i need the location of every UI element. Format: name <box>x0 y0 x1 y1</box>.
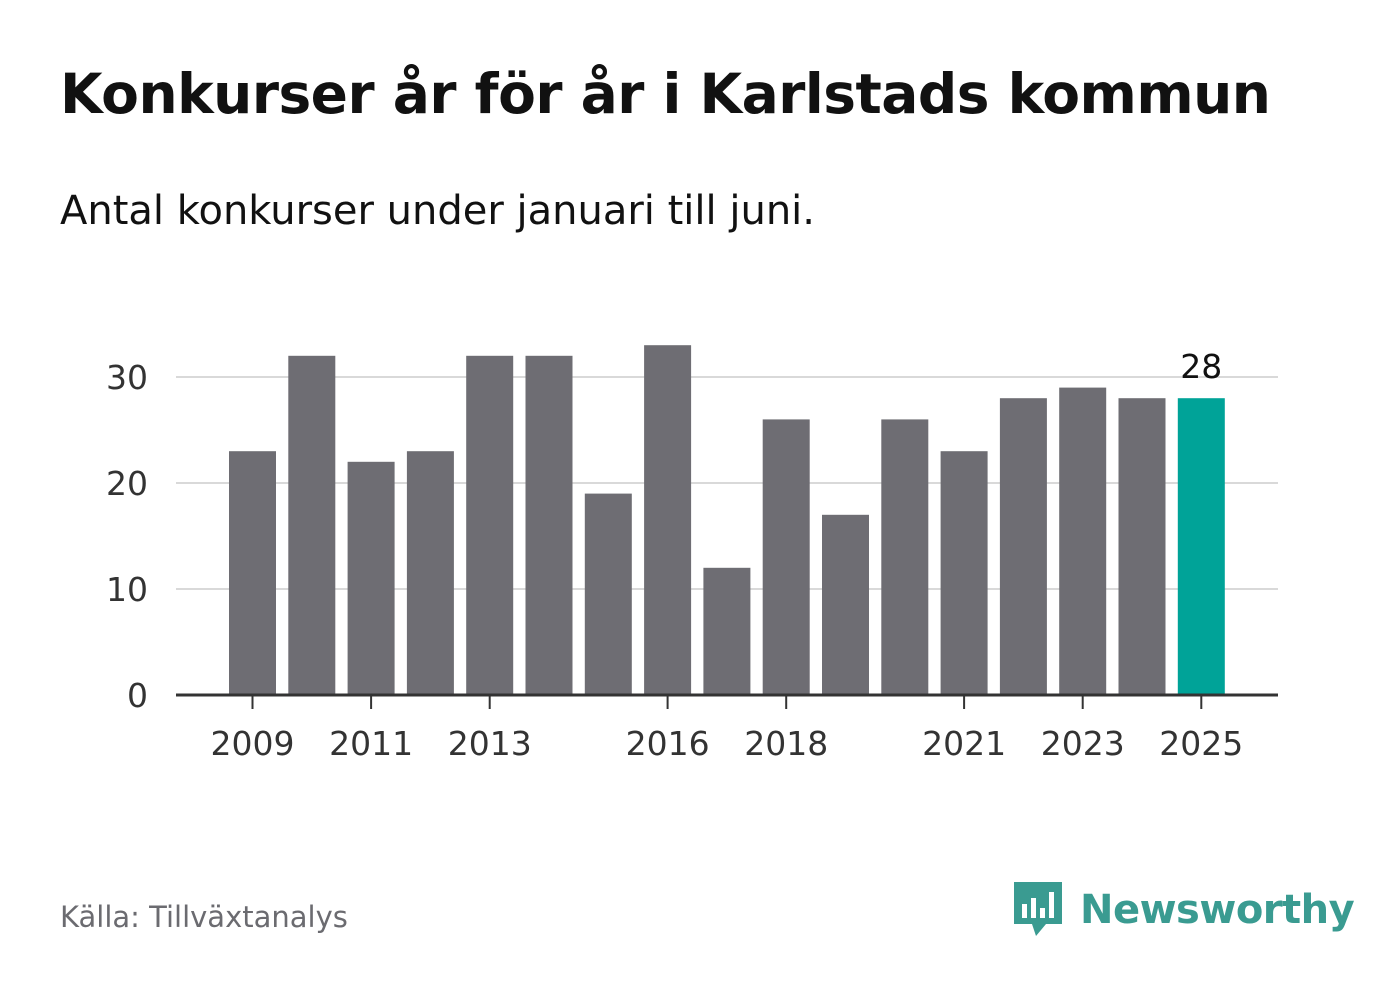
bar-2020 <box>881 419 929 695</box>
x-tick-label-2018: 2018 <box>744 724 828 763</box>
y-tick-label-0: 0 <box>127 676 148 715</box>
chart-title: Konkurser år för år i Karlstads kommun <box>60 62 1271 126</box>
bar-2023 <box>1059 387 1107 695</box>
x-tick-label-2021: 2021 <box>922 724 1006 763</box>
bar-2024 <box>1118 398 1166 695</box>
source-note: Källa: Tillväxtanalys <box>60 900 348 934</box>
chart-subtitle: Antal konkurser under januari till juni. <box>60 188 815 234</box>
x-tick-label-2013: 2013 <box>448 724 532 763</box>
y-tick-label-30: 30 <box>106 358 148 397</box>
x-tick-label-2023: 2023 <box>1041 724 1125 763</box>
bar-2013 <box>466 355 514 695</box>
bar-2016 <box>644 345 692 695</box>
brand-logo: Newsworthy <box>1010 878 1355 942</box>
bar-2015 <box>584 493 632 695</box>
bar-2011 <box>347 461 395 695</box>
y-tick-label-10: 10 <box>106 570 148 609</box>
x-tick-label-2009: 2009 <box>211 724 295 763</box>
x-tick-label-2025: 2025 <box>1159 724 1243 763</box>
bar-2012 <box>406 451 454 695</box>
bar-2009 <box>229 451 276 695</box>
y-tick-label-20: 20 <box>106 464 148 503</box>
bar-2010 <box>288 355 336 695</box>
newsworthy-logo-icon <box>1014 882 1062 936</box>
x-tick-label-2011: 2011 <box>329 724 413 763</box>
bar-2019 <box>822 514 869 695</box>
brand-name: Newsworthy <box>1080 887 1355 933</box>
bar-2025 <box>1177 398 1225 695</box>
bar-2017 <box>703 567 751 695</box>
data-label-2025: 28 <box>1180 347 1222 386</box>
bar-2014 <box>525 355 573 695</box>
bar-2021 <box>940 451 988 695</box>
x-tick-label-2016: 2016 <box>626 724 710 763</box>
bar-2022 <box>999 398 1047 695</box>
bar-2018 <box>762 419 810 695</box>
